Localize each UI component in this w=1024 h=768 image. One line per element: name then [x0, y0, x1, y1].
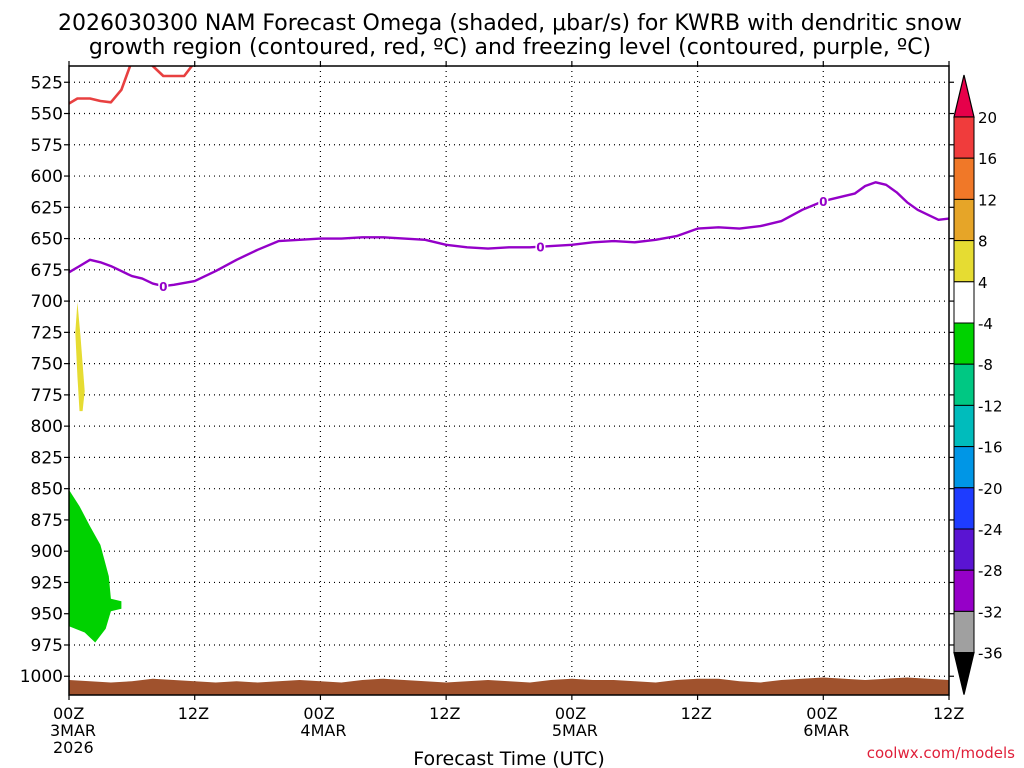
colorbar-segment-9 — [953, 446, 975, 489]
x-tick-time-84: 12Z — [933, 704, 964, 723]
terrain-surface — [69, 677, 949, 695]
y-tick-label-775: 775 — [31, 386, 63, 406]
dgz-contour-line — [69, 66, 194, 105]
freezing-level-label-0: 0 — [159, 280, 167, 294]
colorbar-label-0: 20 — [978, 109, 997, 127]
colorbar-segment-4 — [953, 240, 975, 283]
freezing-level-label-bg-0 — [158, 278, 169, 295]
y-tick-label-950: 950 — [31, 605, 63, 625]
colorbar-label-4: 4 — [978, 274, 988, 292]
plot-frame — [68, 65, 950, 696]
colorbar-segment-6 — [953, 322, 975, 365]
x-tick-time-72: 00Z — [806, 704, 837, 723]
colorbar-top-arrow — [953, 74, 975, 118]
colorbar-segment-10 — [953, 487, 975, 530]
omega-region-0 — [69, 489, 122, 643]
freezing-level-label-bg-2 — [818, 193, 829, 210]
x-tick-date-48: 5MAR — [552, 721, 598, 740]
y-tick-label-975: 975 — [31, 636, 63, 656]
colorbar-label-6: -8 — [978, 356, 993, 374]
colorbar-label-3: 8 — [978, 233, 988, 251]
x-tick-time-24: 00Z — [303, 704, 334, 723]
y-tick-label-650: 650 — [31, 230, 63, 250]
y-tick-label-725: 725 — [31, 323, 63, 343]
plot-content: 0 0 0 — [69, 66, 949, 695]
freezing-level-label-bg-1 — [535, 238, 546, 255]
y-tick-label-825: 825 — [31, 448, 63, 468]
colorbar-label-2: 12 — [978, 191, 997, 209]
y-tick-label-750: 750 — [31, 355, 63, 375]
colorbar-segment-12 — [953, 569, 975, 612]
x-tick-year-0: 2026 — [53, 738, 94, 757]
colorbar-segment-5 — [953, 281, 975, 324]
x-tick-date-24: 4MAR — [300, 721, 346, 740]
x-tick-time-60: 12Z — [681, 704, 712, 723]
y-tick-label-850: 850 — [31, 480, 63, 500]
plot-area: 0 0 0 — [69, 66, 949, 695]
freezing-level-label-1: 0 — [536, 241, 544, 255]
colorbar-label-11: -28 — [978, 562, 1003, 580]
colorbar-bottom-arrow — [953, 652, 975, 695]
y-tick-label-575: 575 — [31, 136, 63, 156]
colorbar-segment-1 — [953, 116, 975, 159]
x-tick-time-0: 00Z — [53, 704, 84, 723]
y-tick-label-925: 925 — [31, 573, 63, 593]
y-tick-label-700: 700 — [31, 292, 63, 312]
chart-title-line2: growth region (contoured, red, ºC) and f… — [89, 35, 931, 60]
colorbar-segment-13 — [953, 610, 975, 654]
y-tick-label-600: 600 — [31, 167, 63, 187]
y-tick-label-900: 900 — [31, 542, 63, 562]
x-tick-date-72: 6MAR — [803, 721, 849, 740]
freezing-level-label-2: 0 — [819, 195, 827, 209]
colorbar-segment-3 — [953, 198, 975, 242]
colorbar-label-13: -36 — [978, 645, 1003, 663]
chart-title-line1: 2026030300 NAM Forecast Omega (shaded, μ… — [58, 11, 962, 36]
y-tick-label-675: 675 — [31, 261, 63, 281]
colorbar-label-9: -20 — [978, 480, 1003, 498]
colorbar-label-7: -12 — [978, 397, 1003, 415]
colorbar-label-5: -4 — [978, 315, 993, 333]
y-tick-label-1000: 1000 — [20, 667, 63, 687]
source-credit: coolwx.com/models — [867, 744, 1015, 762]
x-tick-date-0: 3MAR — [50, 721, 96, 740]
colorbar-segment-11 — [953, 528, 975, 571]
freezing-level-line — [69, 181, 949, 288]
omega-region-1 — [75, 302, 85, 412]
colorbar-segment-2 — [953, 157, 975, 200]
x-axis-label: Forecast Time (UTC) — [413, 748, 604, 768]
colorbar-label-8: -16 — [978, 439, 1003, 457]
axes: 525 550 575 600 625 650 675 700 725 750 775 800 825 8… — [20, 61, 964, 757]
x-tick-time-36: 12Z — [429, 704, 460, 723]
colorbar: 20 16 12 8 4 -4 -8 -12 -16 -20 -24 -28 -32 -36 — [953, 74, 1003, 695]
colorbar-segment-8 — [953, 404, 975, 448]
y-tick-label-525: 525 — [31, 73, 63, 93]
colorbar-segment-7 — [953, 363, 975, 406]
colorbar-label-10: -24 — [978, 521, 1003, 539]
x-tick-time-48: 00Z — [555, 704, 586, 723]
y-tick-label-875: 875 — [31, 511, 63, 531]
y-tick-label-625: 625 — [31, 198, 63, 218]
y-tick-label-550: 550 — [31, 105, 63, 125]
colorbar-label-1: 16 — [978, 150, 997, 168]
y-tick-label-800: 800 — [31, 417, 63, 437]
x-tick-time-12: 12Z — [178, 704, 209, 723]
colorbar-label-12: -32 — [978, 603, 1003, 621]
